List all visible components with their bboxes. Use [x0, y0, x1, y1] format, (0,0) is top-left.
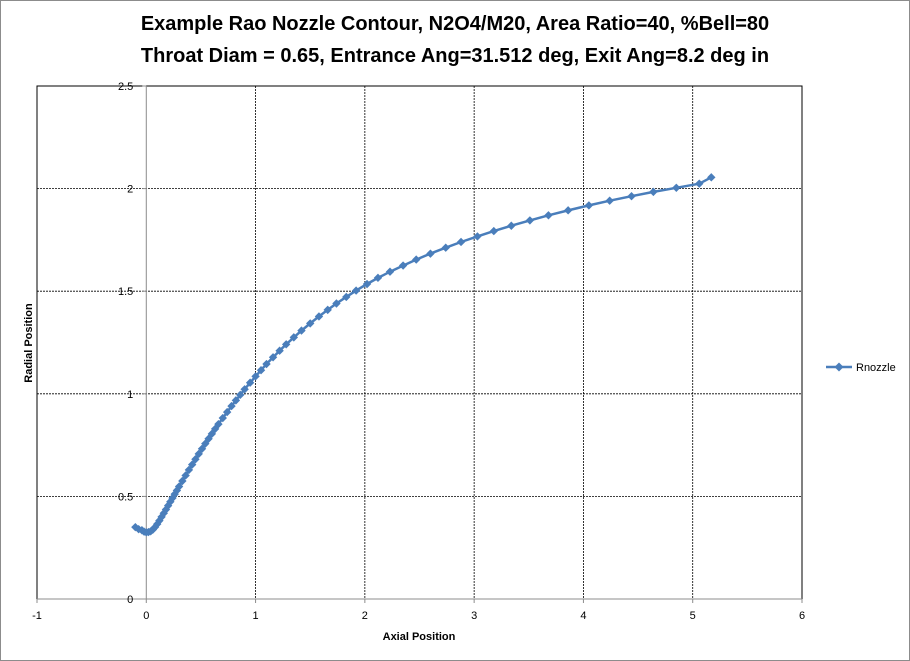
x-tick-label: -1 — [32, 610, 42, 622]
data-point — [251, 372, 260, 381]
data-point — [695, 179, 704, 188]
series-group — [131, 173, 716, 537]
y-tick-label: 2.5 — [118, 81, 133, 93]
data-point — [314, 312, 324, 321]
x-tick-label: 4 — [580, 610, 586, 622]
data-point — [150, 522, 160, 532]
data-point — [174, 482, 184, 491]
data-point — [148, 525, 158, 534]
data-point — [426, 249, 435, 258]
data-point — [155, 516, 164, 525]
data-point — [236, 390, 245, 400]
data-point — [584, 201, 594, 210]
data-point — [351, 286, 361, 295]
x-tick-label: 1 — [253, 610, 259, 622]
data-point — [525, 216, 535, 225]
y-axis-label: Radial Position — [23, 303, 35, 383]
data-point — [473, 232, 482, 241]
data-point — [163, 501, 173, 510]
x-tick-label: 5 — [690, 610, 696, 622]
data-point — [289, 333, 299, 342]
data-point — [441, 243, 450, 252]
data-point — [563, 206, 573, 215]
data-point — [306, 319, 315, 328]
data-point — [275, 346, 284, 355]
data-point — [385, 267, 395, 276]
x-tick-label: 3 — [471, 610, 477, 622]
data-point — [197, 444, 207, 453]
y-tick-label: 0 — [127, 594, 133, 606]
data-point — [134, 525, 143, 534]
data-point — [412, 255, 421, 264]
data-point — [157, 512, 166, 522]
data-point — [194, 449, 203, 459]
data-point — [245, 378, 255, 387]
data-point — [649, 187, 658, 197]
x-axis-label: Axial Position — [383, 631, 456, 643]
data-point — [544, 211, 553, 220]
legend-label: Rnozzle — [856, 362, 896, 374]
data-point — [281, 340, 291, 349]
y-tick-label: 1.5 — [118, 286, 133, 298]
data-point — [131, 522, 140, 532]
gridlines — [37, 86, 802, 599]
data-point — [231, 396, 241, 405]
data-point — [153, 519, 162, 529]
data-point — [707, 173, 716, 182]
data-point — [187, 460, 197, 469]
x-tick-label: 6 — [799, 610, 805, 622]
data-point — [323, 305, 332, 315]
data-point — [214, 419, 223, 429]
data-point — [178, 476, 187, 486]
y-tick-label: 1 — [127, 389, 133, 401]
data-point — [181, 471, 190, 480]
legend-marker — [834, 362, 844, 372]
data-point — [262, 359, 271, 369]
plot-area — [36, 85, 803, 600]
data-point — [507, 221, 516, 230]
data-point — [256, 366, 266, 375]
data-point — [342, 292, 351, 302]
data-point — [672, 183, 681, 192]
data-point — [218, 413, 227, 423]
chart-subtitle: Throat Diam = 0.65, Entrance Ang=31.512 … — [140, 45, 770, 67]
data-point — [191, 455, 200, 464]
data-point — [627, 191, 636, 201]
data-point — [240, 385, 249, 394]
chart-title: Example Rao Nozzle Contour, N2O4/M20, Ar… — [140, 13, 770, 35]
data-point — [362, 279, 372, 289]
data-point — [332, 299, 341, 308]
data-point — [184, 465, 194, 475]
data-point — [268, 353, 278, 362]
data-point — [456, 237, 466, 247]
tick-labels: 0 0.5 1 1.5 2 2.5 -1 0 1 2 3 4 5 6 — [32, 81, 805, 622]
data-point — [297, 326, 306, 335]
y-tick-label: 2 — [127, 184, 133, 196]
data-point — [398, 261, 408, 270]
data-point — [605, 196, 614, 205]
data-point — [227, 401, 236, 411]
data-point — [489, 226, 499, 236]
data-point — [373, 273, 383, 283]
data-point — [222, 407, 232, 417]
x-tick-label: 2 — [362, 610, 368, 622]
legend: Rnozzle — [826, 362, 896, 374]
x-tick-label: 0 — [143, 610, 149, 622]
axes — [36, 85, 803, 603]
y-tick-label: 0.5 — [118, 491, 133, 503]
